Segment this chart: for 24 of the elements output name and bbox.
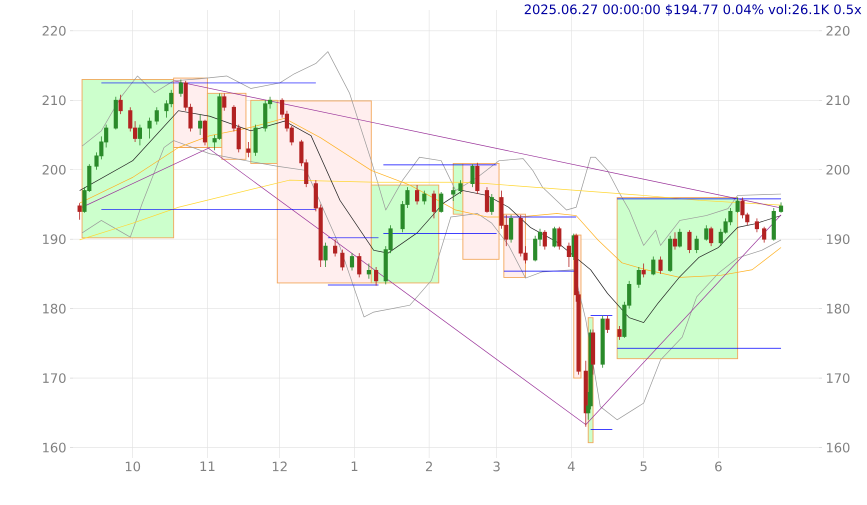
- y-tick-label: 210: [42, 95, 66, 106]
- y-tick-label: 160: [43, 442, 66, 452]
- y2-tick-label: 220: [826, 26, 850, 36]
- x-tick-label: 11: [200, 462, 214, 471]
- x-tick-label: 2: [426, 462, 432, 472]
- y-tick-label: 170: [43, 373, 66, 384]
- y2-tick-label: 190: [826, 234, 850, 244]
- x-tick-label: 6: [715, 462, 722, 472]
- y-tick-label: 180: [43, 304, 66, 314]
- x-tick-label: 3: [493, 462, 500, 472]
- chart-title: 2025.06.27 00:00:00 $194.77 0.04% vol:26.1K 0.5x: [524, 4, 862, 16]
- y-tick-label: 220: [42, 26, 66, 36]
- y-tick-label: 190: [43, 234, 66, 244]
- y2-tick-label: 180: [826, 304, 850, 314]
- x-tick-label: 5: [640, 462, 647, 472]
- x-tick-label: 10: [126, 462, 140, 472]
- x-tick-label: 12: [272, 462, 287, 472]
- y-tick-label: 200: [42, 164, 66, 175]
- y2-tick-label: 210: [826, 95, 850, 106]
- y2-tick-label: 170: [826, 373, 850, 384]
- y2-tick-label: 160: [826, 442, 850, 452]
- x-tick-label: 1: [352, 462, 358, 471]
- x-tick-label: 4: [568, 462, 575, 471]
- y2-tick-label: 200: [826, 164, 850, 175]
